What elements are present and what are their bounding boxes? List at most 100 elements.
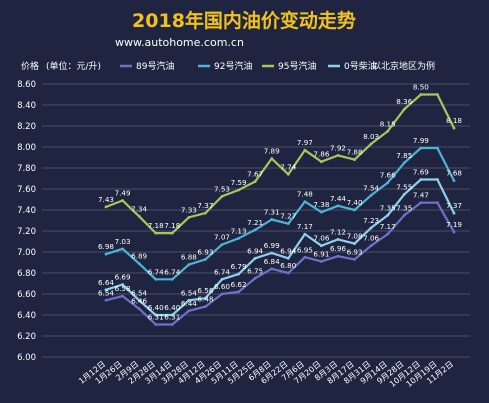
data-point <box>419 93 423 96</box>
data-label: 7.86 <box>313 150 329 159</box>
y-tick-label: 8.00 <box>17 143 36 153</box>
data-point <box>286 172 290 176</box>
y-tick-label: 6.20 <box>17 332 36 342</box>
data-label: 6.80 <box>280 261 296 270</box>
data-label: 7.49 <box>115 189 131 198</box>
data-point <box>303 200 307 204</box>
data-point <box>121 294 124 298</box>
data-point <box>369 142 373 146</box>
y-tick-label: 8.40 <box>17 101 36 111</box>
data-point <box>154 323 158 326</box>
data-label: 7.74 <box>280 162 296 171</box>
y-tick-label: 8.60 <box>17 80 36 90</box>
data-label: 7.85 <box>396 151 412 160</box>
data-point <box>336 238 340 241</box>
data-label: 7.97 <box>297 138 313 147</box>
data-label: 7.67 <box>247 170 263 179</box>
data-label: 7.66 <box>380 171 396 180</box>
data-label: 7.38 <box>313 200 329 209</box>
legend-item: 0号柴油 <box>344 60 377 72</box>
data-point <box>286 271 290 275</box>
data-point <box>220 277 224 281</box>
data-point <box>137 262 141 265</box>
data-label: 6.95 <box>297 245 313 254</box>
data-point <box>386 129 390 133</box>
data-label: 7.47 <box>413 191 429 200</box>
data-label: 7.33 <box>181 205 197 214</box>
data-point <box>121 283 124 286</box>
data-point <box>286 256 290 260</box>
data-point <box>386 181 390 185</box>
data-point <box>320 244 323 248</box>
data-point <box>419 146 423 150</box>
data-label: 7.06 <box>313 234 329 243</box>
data-label: 7.43 <box>98 195 114 204</box>
data-label: 7.18 <box>164 221 180 230</box>
data-point <box>137 298 141 302</box>
data-label: 8.50 <box>413 83 429 92</box>
data-point <box>303 255 307 259</box>
data-label: 8.03 <box>363 132 379 141</box>
y-tick-label: 6.60 <box>17 290 36 300</box>
data-label: 6.99 <box>264 241 280 250</box>
data-point <box>187 298 191 302</box>
data-point <box>137 214 141 218</box>
data-label: 6.75 <box>247 266 263 275</box>
data-label: 7.13 <box>231 226 247 235</box>
data-point <box>154 313 158 317</box>
data-point <box>369 193 373 197</box>
data-point <box>187 309 191 313</box>
data-point <box>137 307 141 311</box>
data-label: 6.46 <box>131 297 147 306</box>
data-point <box>121 199 124 202</box>
data-label: 7.68 <box>446 169 462 178</box>
data-point <box>452 126 456 130</box>
data-point <box>402 213 406 217</box>
series-line <box>105 93 455 235</box>
data-label: 7.69 <box>413 168 429 177</box>
data-label: 6.60 <box>214 282 230 291</box>
data-point <box>237 290 240 294</box>
data-point <box>104 252 108 256</box>
data-point <box>220 194 224 198</box>
data-point <box>170 277 174 281</box>
grid: 6.00 6.20 6.40 6.60 6.80 7.00 7.20 7.40 7.60 7.80… <box>17 80 470 363</box>
data-point <box>286 222 290 226</box>
data-label: 7.92 <box>330 143 346 152</box>
data-label: 7.18 <box>148 221 164 230</box>
data-label: 6.31 <box>164 312 180 321</box>
data-point <box>253 256 257 260</box>
data-point <box>452 179 456 183</box>
data-point <box>237 188 240 192</box>
data-point <box>402 107 406 111</box>
data-labels: 6.54 6.586.466.31 6.316.44 6.486.60 6.626.75… <box>98 83 462 322</box>
y-tick-label: 7.60 <box>17 185 36 195</box>
data-label: 7.12 <box>330 227 346 236</box>
data-point <box>253 276 257 280</box>
data-point <box>270 218 274 221</box>
data-label: 6.64 <box>98 278 114 287</box>
y-tick-label: 6.40 <box>17 311 36 321</box>
data-point <box>320 160 323 164</box>
y-tick-label: 6.00 <box>17 353 36 363</box>
data-point <box>353 208 356 212</box>
data-label: 7.31 <box>264 207 280 216</box>
data-point <box>253 180 257 184</box>
data-label: 6.56 <box>197 286 213 295</box>
data-label: 6.40 <box>148 303 164 312</box>
region-note: 以北京地区为例 <box>372 60 435 72</box>
data-point <box>104 205 108 209</box>
data-label: 6.58 <box>115 284 131 293</box>
chart-title: 2018年国内油价变动走势 <box>132 9 356 32</box>
data-label: 6.93 <box>197 247 213 256</box>
data-point <box>253 228 257 232</box>
y-axis-label: 价格 <box>21 60 39 72</box>
data-point <box>336 154 340 157</box>
data-label: 8.15 <box>380 119 396 128</box>
data-point <box>270 251 274 255</box>
data-point <box>336 254 340 258</box>
data-label: 7.08 <box>347 232 363 241</box>
series-lines <box>104 93 456 326</box>
data-label: 6.74 <box>148 267 164 276</box>
